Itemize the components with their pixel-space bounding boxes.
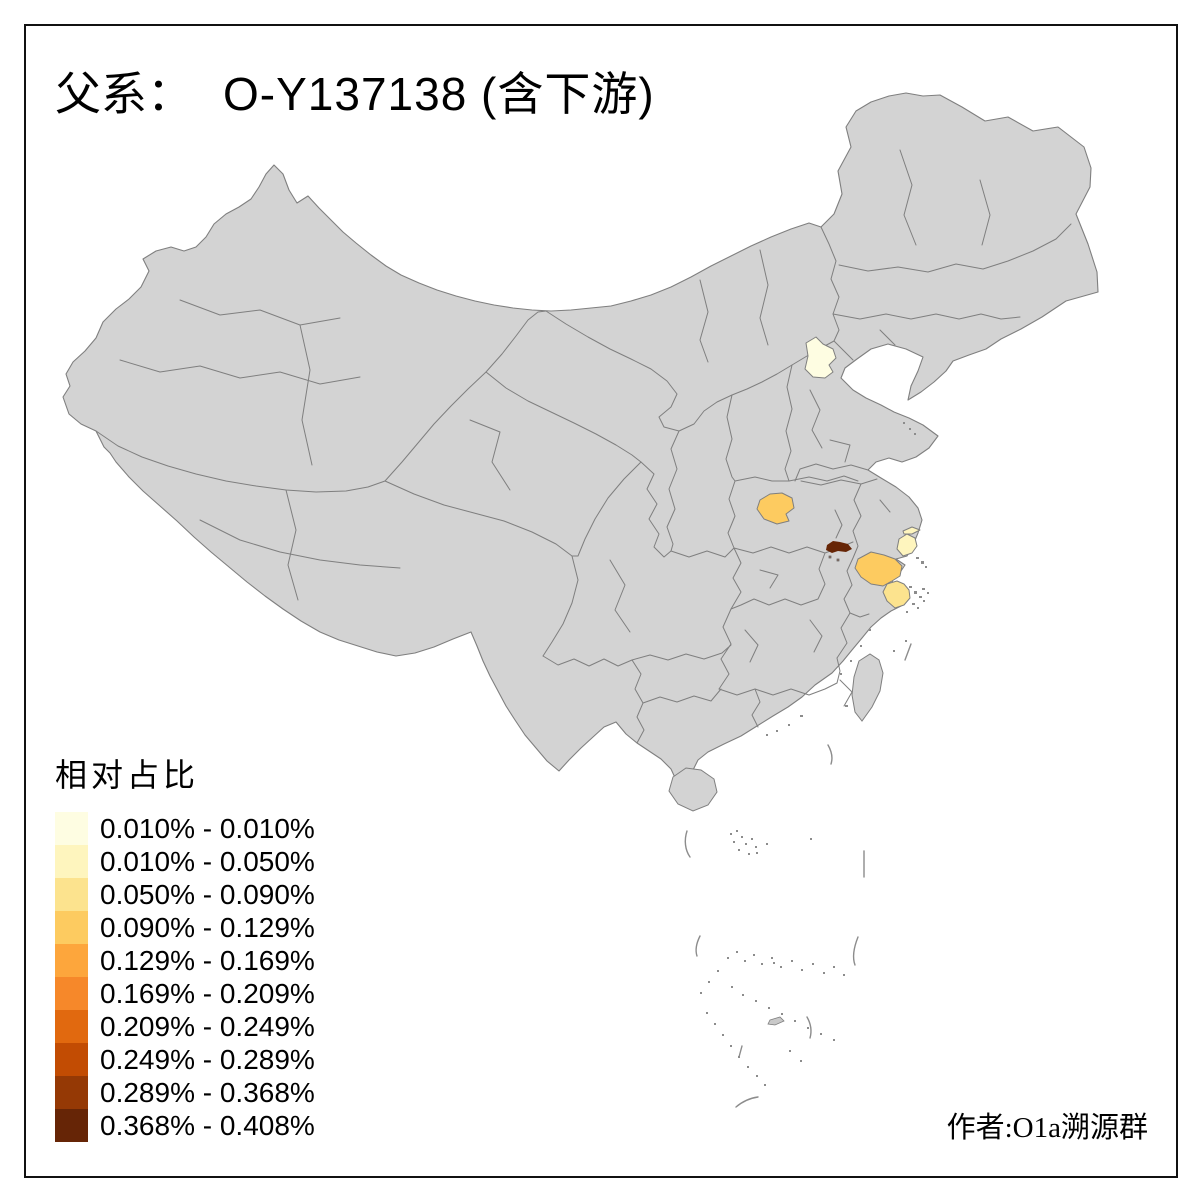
region-east-hubei-dot xyxy=(836,558,840,562)
legend-swatch xyxy=(55,878,88,911)
region-east-hubei-dark xyxy=(826,541,852,553)
region-shanghai-chongming xyxy=(902,526,921,535)
province-borders xyxy=(95,149,1072,744)
legend-label: 0.209% - 0.249% xyxy=(100,1010,315,1042)
legend-label: 0.129% - 0.169% xyxy=(100,944,315,976)
legend-swatch xyxy=(55,911,88,944)
legend-label: 0.010% - 0.010% xyxy=(100,812,315,844)
legend-swatch xyxy=(55,1076,88,1109)
legend-item: 0.129% - 0.169% xyxy=(55,944,315,977)
legend-swatch xyxy=(55,812,88,845)
legend-item: 0.209% - 0.249% xyxy=(55,1010,315,1043)
page-title: 父系： O-Y137138 (含下游) xyxy=(55,58,655,124)
region-central-henan xyxy=(756,492,795,525)
legend-label: 0.169% - 0.209% xyxy=(100,977,315,1009)
region-north-zhejiang xyxy=(854,551,903,587)
legend-item: 0.169% - 0.209% xyxy=(55,977,315,1010)
south-china-sea-islands xyxy=(700,830,845,1086)
hainan-island xyxy=(668,767,718,812)
region-northeast-zhejiang xyxy=(882,580,911,609)
legend-swatch xyxy=(55,1010,88,1043)
legend-swatch xyxy=(55,944,88,977)
legend-title: 相对占比 xyxy=(55,757,200,793)
legend-label: 0.010% - 0.050% xyxy=(100,845,315,877)
legend-item: 0.010% - 0.050% xyxy=(55,845,315,878)
legend-label: 0.050% - 0.090% xyxy=(100,878,315,910)
legend-label: 0.368% - 0.408% xyxy=(100,1109,315,1141)
sea-boundary-dashes xyxy=(684,643,912,1108)
coastal-islands xyxy=(766,422,929,736)
legend-label: 0.090% - 0.129% xyxy=(100,911,315,943)
legend-label: 0.249% - 0.289% xyxy=(100,1043,315,1075)
legend-swatch xyxy=(55,1043,88,1076)
title-haplogroup: O-Y137138 (含下游) xyxy=(223,68,655,120)
region-beijing xyxy=(804,336,837,379)
legend-label: 0.289% - 0.368% xyxy=(100,1076,315,1108)
region-shanghai xyxy=(896,533,918,557)
legend-swatch xyxy=(55,977,88,1010)
legend-item: 0.090% - 0.129% xyxy=(55,911,315,944)
author-credit: 作者:O1a溯源群 xyxy=(946,1112,1148,1144)
title-prefix: 父系： xyxy=(55,69,193,120)
legend-swatch xyxy=(55,1109,88,1142)
legend: 相对占比 0.010% - 0.010% 0.010% - 0.050% 0.0… xyxy=(55,750,315,1142)
legend-item: 0.050% - 0.090% xyxy=(55,878,315,911)
china-mainland xyxy=(62,92,1099,800)
plot-frame xyxy=(24,24,1178,1178)
legend-item: 0.289% - 0.368% xyxy=(55,1076,315,1109)
legend-item: 0.368% - 0.408% xyxy=(55,1109,315,1142)
region-east-hubei-dot xyxy=(828,555,832,559)
legend-item: 0.010% - 0.010% xyxy=(55,812,315,845)
spratly-islet xyxy=(767,1016,785,1026)
legend-item: 0.249% - 0.289% xyxy=(55,1043,315,1076)
taiwan-island xyxy=(851,653,884,722)
legend-swatch xyxy=(55,845,88,878)
